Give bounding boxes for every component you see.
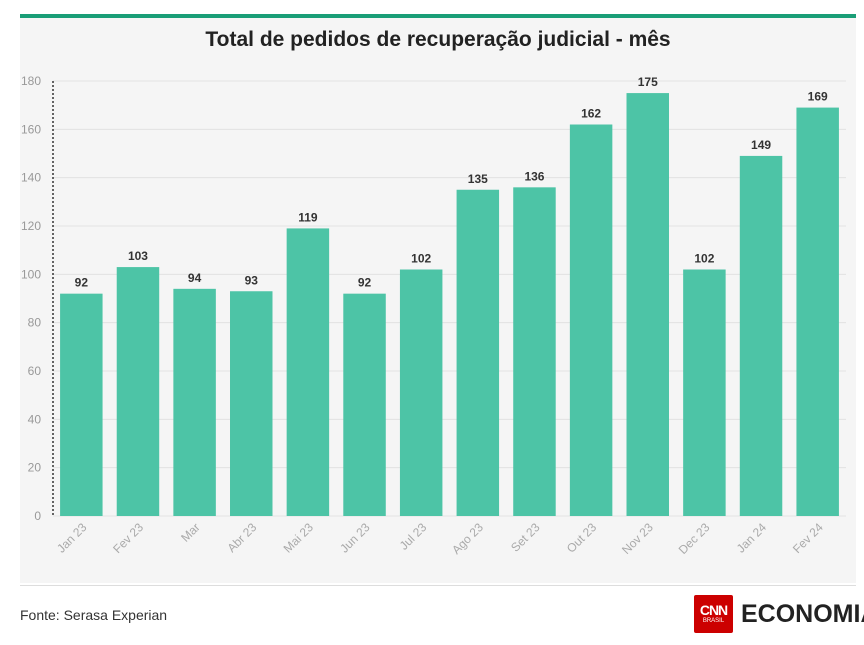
bar-value-label: 93 bbox=[245, 273, 259, 287]
cnn-logo-icon: CNN BRASIL bbox=[694, 595, 733, 633]
bar bbox=[456, 189, 500, 516]
x-tick-label: Jun 23 bbox=[337, 520, 373, 556]
y-tick-label: 100 bbox=[21, 267, 41, 281]
x-tick-label: Mai 23 bbox=[281, 520, 317, 556]
y-tick-label: 40 bbox=[28, 412, 42, 426]
x-tick-label: Nov 23 bbox=[619, 520, 656, 557]
bar-value-label: 136 bbox=[524, 169, 544, 183]
bar bbox=[230, 291, 273, 516]
logo-mark-bottom: BRASIL bbox=[702, 618, 725, 624]
bar-value-label: 102 bbox=[694, 252, 714, 266]
cnn-economia-logo: CNN BRASIL ECONOMIA bbox=[694, 594, 864, 634]
footer-divider bbox=[20, 585, 856, 586]
x-tick-label: Abr 23 bbox=[224, 520, 259, 555]
y-tick-label: 0 bbox=[34, 509, 41, 523]
source-note: Fonte: Serasa Experian bbox=[20, 607, 168, 623]
bar bbox=[513, 187, 556, 517]
x-tick-label: Out 23 bbox=[564, 520, 600, 556]
logo-mark-top: CNN bbox=[699, 602, 728, 618]
bar bbox=[116, 267, 160, 516]
bar-value-label: 169 bbox=[808, 90, 828, 104]
bar-value-label: 119 bbox=[298, 210, 318, 224]
bar bbox=[569, 124, 613, 516]
x-tick-label: Jul 23 bbox=[397, 520, 430, 553]
bar bbox=[626, 93, 669, 516]
bar-value-label: 135 bbox=[468, 172, 488, 186]
y-tick-label: 180 bbox=[21, 74, 41, 88]
bar-value-label: 162 bbox=[581, 107, 601, 121]
bar bbox=[60, 293, 103, 516]
x-tick-label: Ago 23 bbox=[449, 520, 486, 557]
y-tick-label: 60 bbox=[28, 364, 42, 378]
bar-value-label: 149 bbox=[751, 138, 771, 152]
x-tick-label: Mar bbox=[178, 520, 203, 545]
bar bbox=[343, 293, 386, 516]
y-tick-label: 120 bbox=[21, 219, 41, 233]
x-tick-label: Jan 24 bbox=[734, 520, 770, 556]
top-accent-bar bbox=[20, 14, 856, 18]
x-tick-label: Jan 23 bbox=[54, 520, 90, 556]
bar-value-label: 94 bbox=[188, 271, 202, 285]
y-tick-label: 20 bbox=[28, 461, 42, 475]
bar-value-label: 175 bbox=[638, 75, 658, 89]
bar-value-label: 102 bbox=[411, 252, 431, 266]
x-tick-label: Fev 23 bbox=[110, 520, 146, 556]
bar-value-label: 103 bbox=[128, 249, 148, 263]
bar bbox=[796, 107, 839, 516]
x-tick-label: Set 23 bbox=[508, 520, 543, 555]
x-tick-label: Dec 23 bbox=[676, 520, 713, 557]
y-tick-label: 80 bbox=[28, 316, 42, 330]
bar-chart: 0 20 40 60 80 100 120 140 160 180 92 Jan 23 103 Fev 2… bbox=[21, 74, 846, 557]
y-tick-label: 140 bbox=[21, 171, 41, 185]
y-tick-label: 160 bbox=[21, 122, 41, 136]
bar-value-label: 92 bbox=[75, 276, 89, 290]
bar bbox=[683, 269, 726, 516]
bar bbox=[286, 228, 330, 516]
bar bbox=[739, 155, 783, 516]
bar-value-label: 92 bbox=[358, 276, 372, 290]
x-tick-label: Fev 24 bbox=[790, 520, 826, 556]
bar bbox=[399, 269, 443, 516]
bar bbox=[173, 288, 216, 516]
logo-wordmark: ECONOMIA bbox=[741, 599, 864, 628]
chart-title: Total de pedidos de recuperação judicial… bbox=[205, 28, 671, 51]
